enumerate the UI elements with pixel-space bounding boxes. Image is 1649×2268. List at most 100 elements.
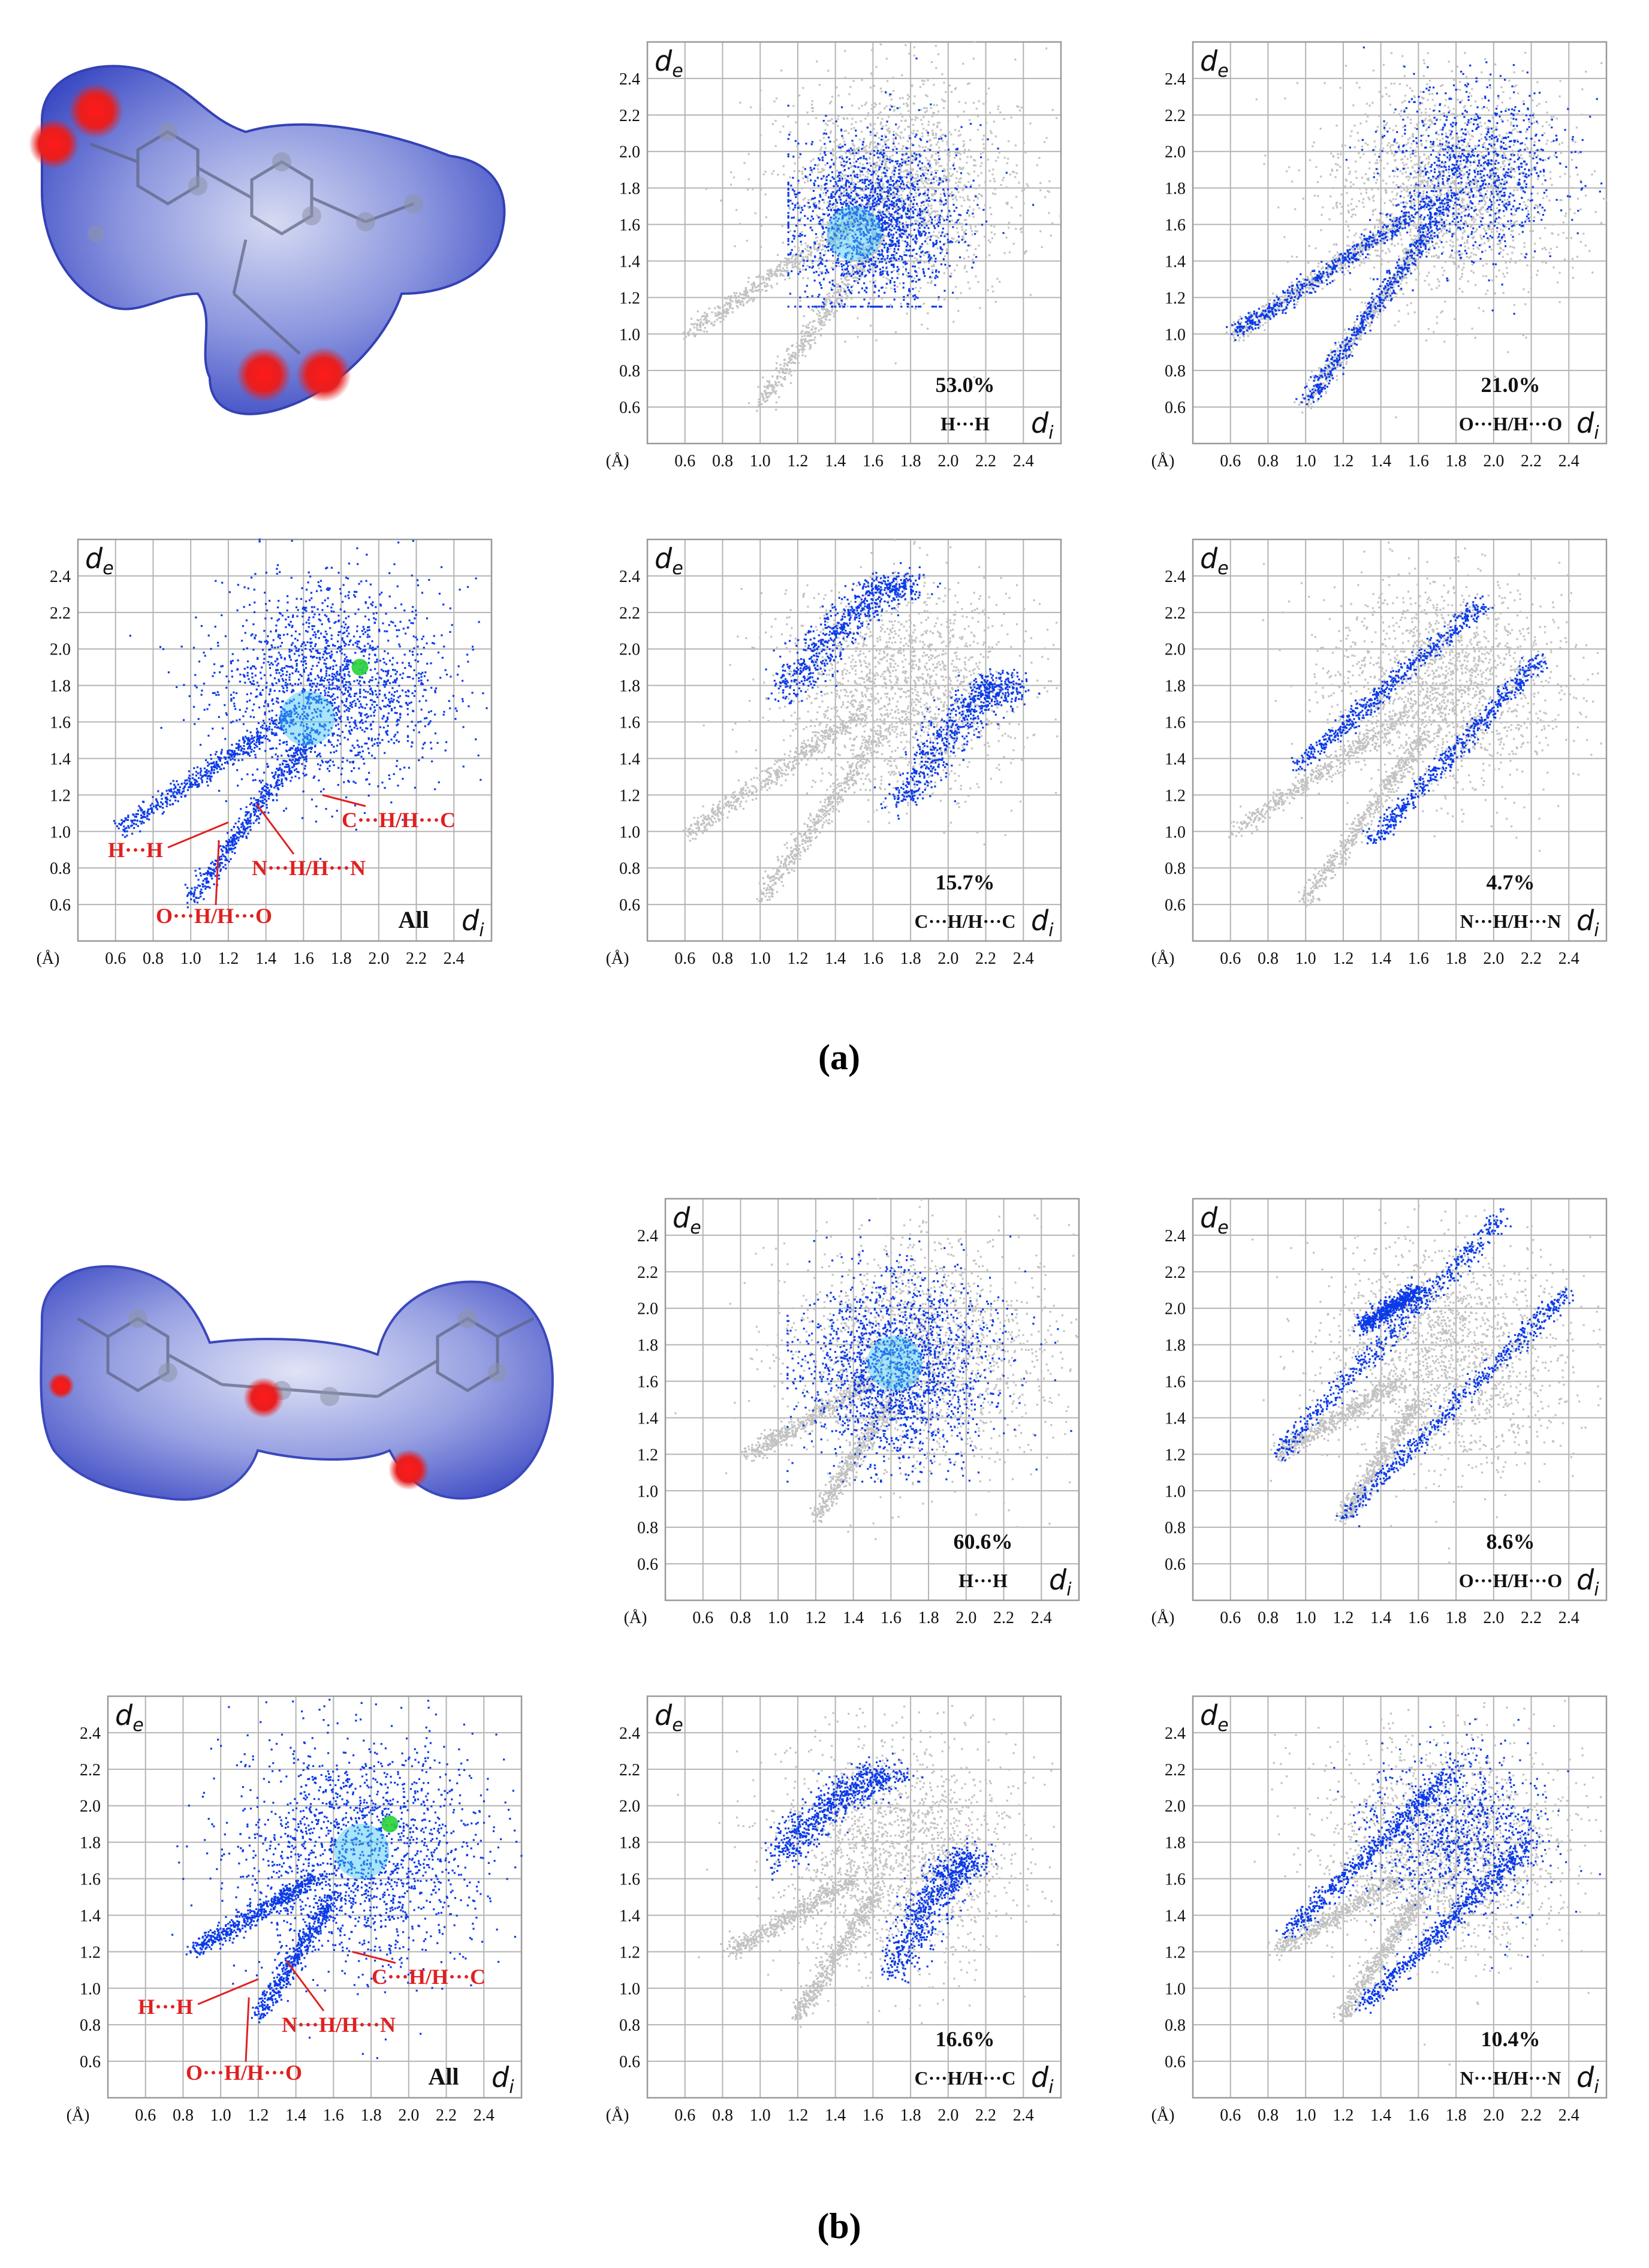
- data-point: [841, 157, 843, 160]
- data-point: [820, 328, 822, 330]
- data-point: [775, 382, 777, 384]
- data-point: [819, 216, 822, 219]
- data-point: [1461, 273, 1464, 275]
- data-point: [829, 203, 831, 206]
- data-point: [934, 153, 937, 155]
- data-point: [899, 198, 901, 201]
- data-point: [809, 344, 812, 346]
- data-point: [1009, 173, 1011, 176]
- data-point: [1396, 192, 1398, 195]
- data-point: [1555, 246, 1558, 248]
- data-point: [881, 261, 884, 263]
- data-point: [1537, 178, 1539, 180]
- data-point: [1469, 92, 1471, 94]
- data-point: [790, 374, 792, 377]
- data-point: [761, 393, 764, 396]
- data-point: [787, 225, 789, 227]
- data-point: [1313, 194, 1316, 197]
- data-point: [766, 385, 768, 387]
- data-point: [933, 265, 935, 267]
- data-point: [764, 285, 766, 287]
- data-point: [777, 269, 779, 272]
- data-point: [1023, 188, 1026, 191]
- data-point: [827, 309, 830, 312]
- data-point: [750, 298, 753, 300]
- data-point: [830, 130, 832, 132]
- data-point: [752, 290, 755, 292]
- data-point: [839, 209, 841, 211]
- data-point: [876, 152, 879, 155]
- data-point: [921, 243, 924, 245]
- data-point: [890, 180, 892, 183]
- data-point: [852, 225, 854, 228]
- data-point: [762, 399, 765, 401]
- data-point: [912, 203, 915, 206]
- data-point: [1442, 246, 1445, 249]
- data-point: [867, 210, 870, 213]
- data-point: [887, 225, 890, 228]
- data-point: [858, 227, 861, 229]
- data-point: [788, 372, 790, 375]
- data-point: [864, 225, 867, 228]
- data-point: [827, 174, 830, 176]
- data-point: [806, 295, 809, 298]
- data-point: [830, 243, 832, 245]
- data-point: [757, 276, 759, 278]
- data-point: [897, 240, 900, 242]
- data-point: [760, 392, 762, 395]
- data-point: [920, 234, 922, 237]
- data-point: [923, 272, 926, 275]
- data-point: [851, 200, 854, 202]
- data-point: [853, 218, 855, 221]
- data-point: [879, 261, 881, 263]
- data-point: [902, 137, 905, 139]
- data-point: [873, 285, 875, 288]
- data-point: [861, 263, 863, 265]
- data-point: [955, 177, 958, 179]
- data-point: [817, 295, 819, 298]
- data-point: [909, 230, 912, 232]
- data-point: [957, 219, 959, 222]
- data-point: [838, 304, 841, 307]
- data-point: [1515, 113, 1517, 116]
- data-point: [908, 187, 911, 189]
- data-point: [716, 315, 718, 317]
- data-point: [875, 252, 877, 254]
- data-point: [1044, 196, 1047, 198]
- data-point: [783, 173, 785, 176]
- data-point: [697, 319, 700, 322]
- data-point: [876, 170, 879, 173]
- data-point: [975, 107, 978, 110]
- data-point: [812, 266, 815, 268]
- data-point: [801, 330, 804, 332]
- data-point: [1502, 173, 1505, 176]
- data-point: [881, 171, 883, 174]
- data-point: [762, 397, 765, 400]
- data-point: [891, 201, 893, 203]
- data-point: [869, 162, 871, 164]
- data-point: [963, 267, 966, 269]
- data-point: [705, 188, 707, 190]
- data-point: [836, 230, 839, 232]
- data-point: [692, 324, 695, 326]
- data-point: [782, 267, 784, 270]
- data-point: [1041, 246, 1043, 248]
- data-point: [874, 284, 876, 287]
- data-point: [754, 286, 756, 289]
- data-point: [857, 152, 860, 155]
- data-point: [865, 274, 867, 276]
- data-point: [897, 245, 900, 247]
- data-point: [917, 228, 919, 231]
- data-point: [774, 119, 777, 122]
- data-point: [869, 201, 871, 204]
- data-point: [917, 205, 919, 207]
- data-point: [917, 176, 919, 178]
- data-point: [891, 203, 893, 206]
- data-point: [795, 193, 798, 195]
- data-point: [879, 180, 882, 182]
- data-point: [752, 283, 755, 285]
- data-point: [818, 249, 820, 251]
- data-point: [923, 221, 925, 224]
- surface-body: [41, 65, 506, 415]
- data-point: [923, 219, 926, 222]
